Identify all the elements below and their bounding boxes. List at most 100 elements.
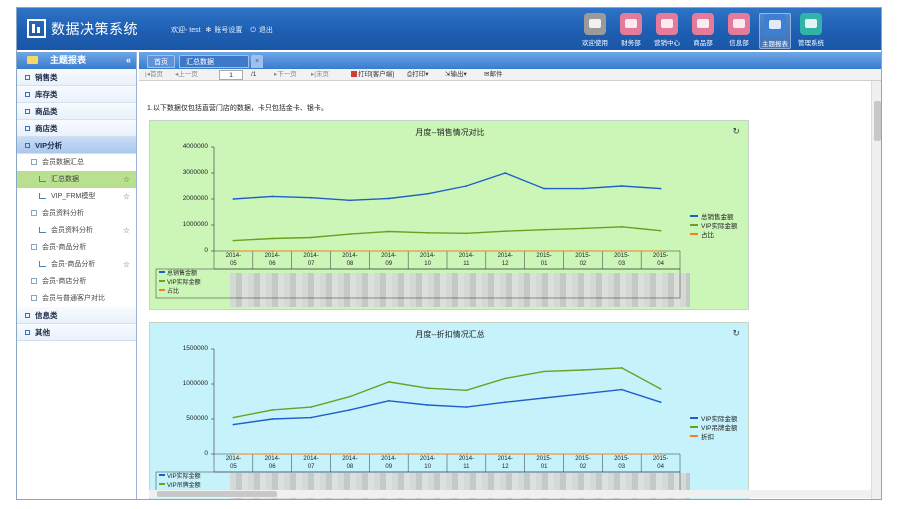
tab-summary-data[interactable]: 汇总数据 bbox=[179, 55, 249, 68]
vertical-scrollbar[interactable] bbox=[871, 81, 881, 499]
legend-item[interactable]: 总销售金额 bbox=[690, 211, 734, 221]
collapse-sidebar-button[interactable]: « bbox=[125, 55, 131, 65]
star-icon[interactable]: ☆ bbox=[122, 226, 130, 235]
print-client-button[interactable]: 打印[客户端] bbox=[351, 70, 394, 80]
data-point[interactable] bbox=[465, 250, 468, 252]
data-point[interactable] bbox=[271, 250, 274, 252]
tab-close-button[interactable]: × bbox=[251, 55, 263, 68]
tree-group-member-vs-regular[interactable]: 会员与普通客户对比 bbox=[17, 290, 136, 307]
prev-page-button[interactable]: ◂上一页 bbox=[175, 70, 198, 80]
tree-group-member-profile[interactable]: 会员资料分析 bbox=[17, 205, 136, 222]
data-point[interactable] bbox=[582, 392, 584, 395]
data-point[interactable] bbox=[426, 404, 429, 406]
data-point[interactable] bbox=[620, 453, 623, 455]
header-nav-5[interactable]: 主题报表 bbox=[759, 13, 791, 49]
legend-item[interactable]: VIP实际金额 bbox=[690, 220, 737, 230]
header-nav-2[interactable]: 营销中心 bbox=[651, 13, 683, 49]
legend-item[interactable]: VIP吊牌金额 bbox=[690, 422, 737, 432]
star-icon[interactable]: ☆ bbox=[122, 192, 130, 201]
tree-leaf-summary-data[interactable]: 汇总数据 ☆ bbox=[17, 171, 136, 188]
data-point[interactable] bbox=[465, 453, 468, 455]
refresh-icon[interactable]: ↻ bbox=[732, 328, 740, 338]
star-icon[interactable]: ☆ bbox=[122, 175, 130, 184]
data-point[interactable] bbox=[659, 250, 662, 252]
data-point[interactable] bbox=[271, 409, 274, 411]
page-number-input[interactable] bbox=[219, 70, 243, 80]
data-point[interactable] bbox=[310, 406, 312, 408]
sidebar-category-vip[interactable]: VIP分析 bbox=[17, 137, 136, 154]
data-point[interactable] bbox=[426, 387, 429, 390]
data-point[interactable] bbox=[582, 187, 584, 190]
data-point[interactable] bbox=[543, 228, 545, 231]
data-point[interactable] bbox=[426, 250, 429, 252]
data-point[interactable] bbox=[465, 406, 468, 408]
sidebar-category-sales[interactable]: 销售类 bbox=[17, 69, 136, 86]
data-point[interactable] bbox=[232, 416, 235, 419]
next-page-button[interactable]: ▸下一页 bbox=[274, 70, 297, 80]
data-point[interactable] bbox=[543, 370, 545, 373]
sidebar-category-other[interactable]: 其他 bbox=[17, 324, 136, 341]
mail-button[interactable]: ✉邮件 bbox=[484, 70, 502, 80]
data-point[interactable] bbox=[582, 227, 584, 230]
data-point[interactable] bbox=[582, 453, 584, 455]
data-point[interactable] bbox=[543, 250, 545, 252]
first-page-button[interactable]: |◂首页 bbox=[145, 70, 163, 80]
data-point[interactable] bbox=[543, 187, 545, 190]
data-point[interactable] bbox=[271, 237, 274, 240]
sidebar-category-inventory[interactable]: 库存类 bbox=[17, 86, 136, 103]
legend-item[interactable]: 折扣 bbox=[690, 431, 714, 441]
data-point[interactable] bbox=[387, 250, 390, 252]
header-nav-3[interactable]: 商品部 bbox=[687, 13, 719, 49]
tree-leaf-member-profile[interactable]: 会员资料分析 ☆ bbox=[17, 222, 136, 239]
data-point[interactable] bbox=[387, 230, 390, 233]
scroll-thumb[interactable] bbox=[157, 491, 277, 497]
data-point[interactable] bbox=[465, 232, 468, 235]
data-point[interactable] bbox=[271, 195, 274, 198]
header-nav-0[interactable]: 欢迎使用 bbox=[579, 13, 611, 49]
horizontal-scrollbar[interactable] bbox=[149, 490, 871, 498]
data-point[interactable] bbox=[620, 367, 623, 369]
star-icon[interactable]: ☆ bbox=[122, 260, 130, 269]
data-point[interactable] bbox=[659, 187, 662, 190]
last-page-button[interactable]: ▸|末页 bbox=[311, 70, 329, 80]
data-point[interactable] bbox=[387, 381, 390, 383]
data-point[interactable] bbox=[543, 397, 545, 399]
data-point[interactable] bbox=[543, 453, 545, 455]
data-point[interactable] bbox=[232, 250, 235, 252]
tree-group-member-store[interactable]: 会员-商店分析 bbox=[17, 273, 136, 290]
data-point[interactable] bbox=[349, 409, 351, 411]
data-point[interactable] bbox=[504, 453, 507, 455]
data-point[interactable] bbox=[349, 199, 351, 202]
data-point[interactable] bbox=[349, 233, 351, 235]
tree-group-member-product[interactable]: 会员-商品分析 bbox=[17, 239, 136, 256]
data-point[interactable] bbox=[349, 395, 351, 398]
refresh-icon[interactable]: ↻ bbox=[732, 126, 740, 136]
sidebar-category-stores[interactable]: 商店类 bbox=[17, 120, 136, 137]
data-point[interactable] bbox=[310, 250, 312, 252]
data-point[interactable] bbox=[387, 453, 390, 455]
data-point[interactable] bbox=[232, 453, 235, 455]
sidebar-category-info[interactable]: 信息类 bbox=[17, 307, 136, 324]
data-point[interactable] bbox=[582, 250, 584, 252]
data-point[interactable] bbox=[465, 185, 468, 187]
tree-leaf-member-product[interactable]: 会员-商品分析 ☆ bbox=[17, 256, 136, 273]
tree-leaf-vip-frm-model[interactable]: VIP_FRM模型 ☆ bbox=[17, 188, 136, 205]
data-point[interactable] bbox=[582, 369, 584, 371]
legend-item[interactable]: 占比 bbox=[690, 229, 714, 239]
data-point[interactable] bbox=[310, 453, 312, 455]
data-point[interactable] bbox=[659, 453, 662, 455]
data-point[interactable] bbox=[620, 225, 623, 228]
header-nav-1[interactable]: 财务部 bbox=[615, 13, 647, 49]
export-button[interactable]: ⇲输出▾ bbox=[445, 70, 467, 80]
data-point[interactable] bbox=[620, 185, 623, 187]
data-point[interactable] bbox=[504, 250, 507, 252]
data-point[interactable] bbox=[659, 388, 662, 390]
data-point[interactable] bbox=[426, 192, 429, 195]
data-point[interactable] bbox=[504, 230, 507, 233]
sidebar-category-products[interactable]: 商品类 bbox=[17, 103, 136, 120]
data-point[interactable] bbox=[620, 250, 623, 252]
scroll-thumb[interactable] bbox=[874, 101, 881, 141]
data-point[interactable] bbox=[271, 418, 274, 420]
header-nav-6[interactable]: 管理系统 bbox=[795, 13, 827, 49]
data-point[interactable] bbox=[504, 401, 507, 404]
